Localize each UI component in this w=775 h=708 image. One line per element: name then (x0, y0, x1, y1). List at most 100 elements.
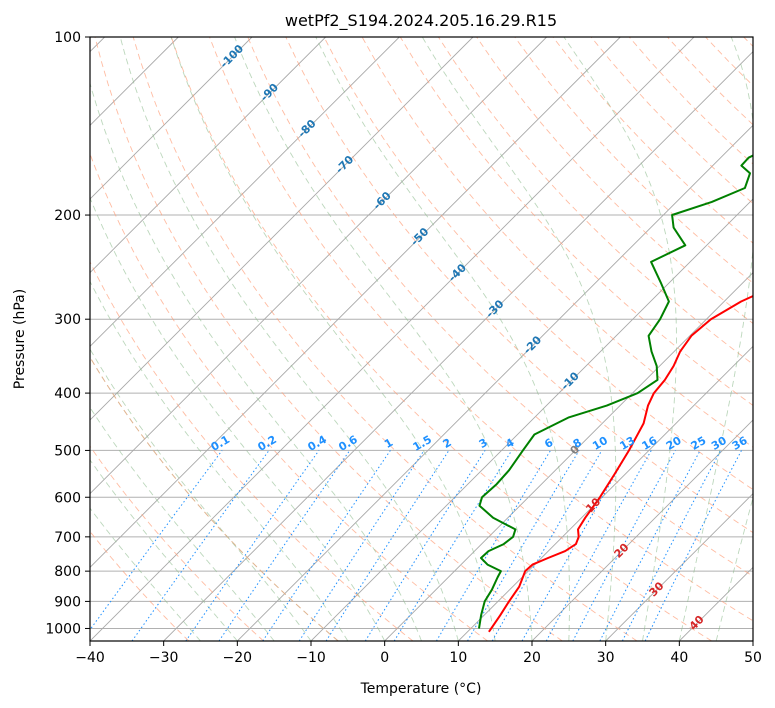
mixing-ratio-line (90, 450, 223, 631)
moist-adiabat (421, 37, 617, 641)
mixing-ratio-line (467, 450, 580, 641)
y-tick-label: 1000 (45, 621, 81, 637)
temperature-line (488, 294, 753, 633)
dry-adiabat (743, 37, 753, 48)
moist-adiabat (234, 37, 533, 641)
moist-adiabat (90, 280, 349, 641)
x-tick-label: −20 (223, 650, 253, 666)
isotherm-label: -50 (408, 225, 431, 248)
isotherm-label: -40 (446, 261, 469, 284)
y-tick-label: 800 (54, 564, 81, 580)
dry-adiabat (209, 37, 753, 622)
isotherm-label: -30 (483, 297, 506, 320)
mixing-ratio-label: 6 (542, 436, 555, 451)
moist-adiabat (170, 37, 496, 641)
y-tick-label: 300 (54, 312, 81, 328)
isotherm-label: 20 (612, 541, 632, 561)
x-tick-label: 0 (380, 650, 389, 666)
x-axis-label: Temperature (°C) (360, 681, 482, 697)
plot-frame (89, 36, 754, 642)
background-lines (90, 37, 753, 641)
axis-ticks: −40 −30 −20 −10 0 10 20 30 40 50 100 200 300 400 500 60… (45, 30, 762, 666)
isotherm-line (384, 272, 753, 641)
x-tick-label: −40 (75, 650, 105, 666)
x-tick-label: 30 (597, 650, 615, 666)
dry-adiabat (476, 37, 753, 325)
isotherm-line (90, 37, 253, 200)
isotherm-label: -90 (258, 81, 281, 104)
x-tick-label: −30 (149, 650, 179, 666)
x-tick-label: −10 (296, 650, 326, 666)
isotherm-line (310, 198, 753, 641)
dry-adiabat (667, 37, 753, 126)
mixing-ratio-label: 3 (477, 436, 490, 451)
dry-adiabat (323, 37, 753, 491)
mixing-ratio-label: 2 (441, 436, 454, 451)
isotherm-label: -70 (333, 153, 356, 176)
isotherm-line (531, 419, 753, 641)
isotherm-label: 40 (687, 613, 707, 633)
dry-adiabat (247, 37, 753, 577)
isotherm-line (605, 493, 753, 641)
y-tick-label: 500 (54, 443, 81, 459)
y-axis-label: Pressure (hPa) (12, 289, 28, 389)
dry-adiabat (90, 356, 339, 641)
moist-adiabat (90, 507, 201, 641)
moist-adiabat (90, 196, 386, 641)
x-tick-label: 20 (523, 650, 541, 666)
isotherm-line (752, 640, 753, 641)
dry-adiabat (514, 37, 753, 284)
mixing-ratio-label: 4 (503, 436, 516, 451)
moist-adiabat (678, 37, 753, 641)
y-tick-label: 100 (54, 30, 81, 46)
mixing-ratio-line (545, 450, 652, 641)
y-tick-label: 700 (54, 530, 81, 546)
moist-adiabat (90, 459, 238, 641)
dry-adiabat (94, 37, 563, 641)
moist-adiabat (563, 37, 677, 641)
mixing-ratio-line (185, 450, 320, 641)
moist-adiabat (90, 406, 275, 641)
isotherm-line (458, 345, 753, 641)
x-tick-label: 10 (449, 650, 467, 666)
y-tick-label: 900 (54, 594, 81, 610)
moist-adiabat (315, 37, 570, 641)
isotherm-line (90, 37, 695, 641)
y-tick-label: 400 (54, 386, 81, 402)
isotherm-line (679, 566, 753, 641)
isotherm-line (90, 37, 474, 421)
mixing-ratio-line (435, 450, 552, 641)
mixing-ratio-line (572, 450, 676, 641)
mixing-ratio-line (262, 450, 391, 641)
isotherm-line (90, 37, 400, 347)
dry-adiabat (285, 37, 753, 534)
mixing-ratio-line (599, 450, 701, 641)
mixing-ratio-line (298, 450, 425, 641)
mixing-ratio-line (364, 450, 486, 641)
mixing-ratio-line (621, 450, 722, 641)
isotherm-label: -80 (295, 117, 318, 140)
mixing-ratio-line (218, 450, 351, 641)
series-group (478, 154, 753, 633)
mixing-ratio-line (521, 450, 630, 641)
isotherm-line (90, 37, 547, 495)
isotherm-line (163, 51, 753, 641)
y-tick-label: 200 (54, 208, 81, 224)
moist-adiabat (90, 348, 312, 641)
dry-adiabat (90, 152, 488, 641)
mixing-ratio-line (644, 450, 742, 641)
isotherm-line (90, 37, 326, 274)
mixing-ratio-line (131, 450, 270, 641)
x-tick-label: 40 (670, 650, 688, 666)
dry-adiabat (132, 37, 638, 641)
moist-adiabat (90, 81, 422, 641)
y-tick-label: 600 (54, 490, 81, 506)
dry-adiabat (90, 260, 414, 641)
dewpoint-line (478, 154, 753, 629)
dry-adiabat (90, 530, 190, 641)
x-tick-label: 50 (744, 650, 762, 666)
isoline-labels: 0.1 0.2 0.4 0.6 1 1.5 2 3 4 6 8 10 13 16 20 25 30 36-100-… (209, 42, 750, 633)
dry-adiabat-tan (90, 356, 339, 641)
isotherm-line (90, 37, 621, 568)
